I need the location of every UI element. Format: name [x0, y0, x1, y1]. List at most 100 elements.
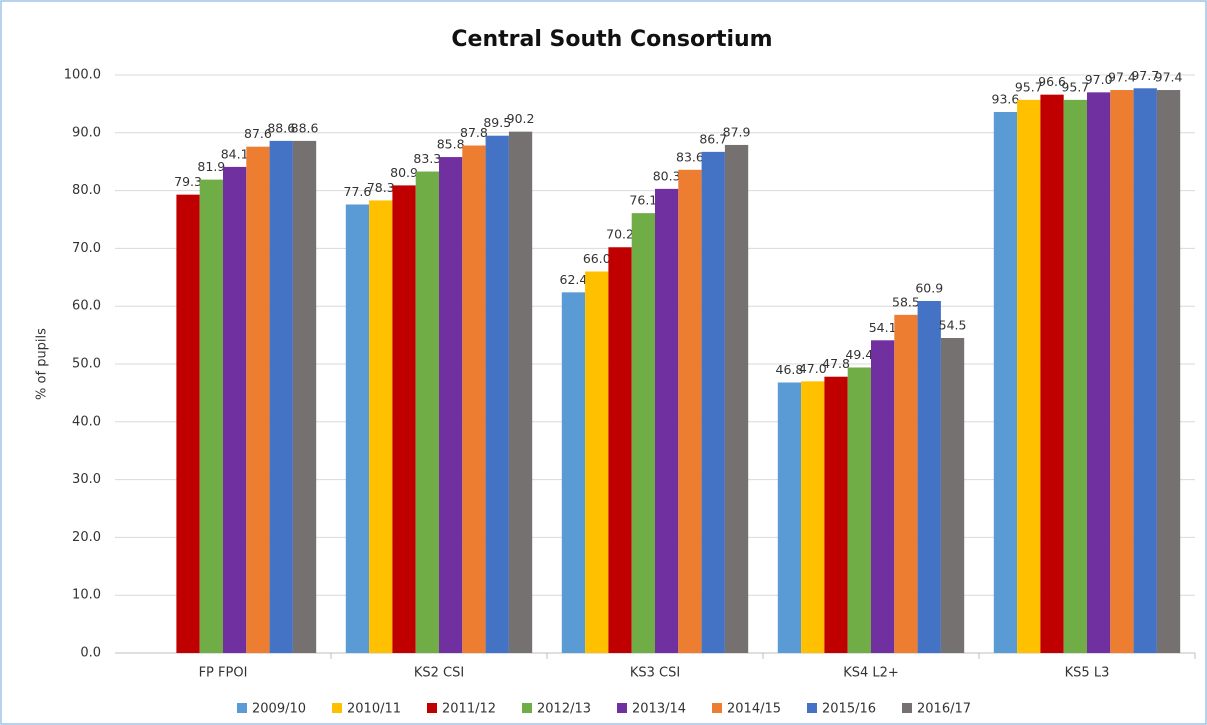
value-label: 81.9: [197, 159, 225, 174]
value-label: 66.0: [583, 251, 611, 266]
bar: [608, 247, 632, 653]
legend-label: 2010/11: [347, 702, 401, 717]
bar: [678, 169, 702, 654]
bar: [993, 111, 1018, 653]
bar: [701, 151, 725, 653]
value-label: 97.0: [1085, 72, 1113, 87]
legend-swatch: [237, 703, 247, 713]
bar: [847, 367, 871, 653]
bar: [292, 140, 317, 654]
bar: [1110, 90, 1134, 653]
bar: [439, 157, 463, 654]
bar: [631, 213, 655, 653]
bar: [1040, 94, 1064, 654]
legend-label: 2013/14: [632, 702, 686, 717]
value-label: 54.1: [869, 320, 897, 335]
value-label: 77.6: [344, 184, 372, 199]
value-label: 97.4: [1155, 70, 1183, 85]
y-tick-label: 10.0: [72, 588, 101, 603]
bar: [415, 171, 439, 653]
bar: [223, 166, 247, 654]
y-tick-label: 50.0: [72, 357, 101, 372]
bar: [345, 204, 370, 654]
value-label: 83.3: [413, 151, 441, 166]
bar: [1017, 99, 1041, 653]
y-tick-label: 70.0: [72, 241, 101, 256]
value-label: 86.7: [699, 131, 727, 146]
value-label: 80.9: [390, 165, 418, 180]
x-tick-label: KS3 CSI: [630, 666, 680, 681]
bar: [1087, 92, 1111, 654]
value-label: 49.4: [845, 347, 873, 362]
value-label: 96.6: [1038, 74, 1066, 89]
value-label: 46.8: [776, 362, 804, 377]
bar: [508, 131, 533, 654]
y-tick-label: 0.0: [80, 646, 101, 661]
value-label: 87.8: [460, 125, 488, 140]
bar: [246, 146, 270, 653]
y-tick-label: 30.0: [72, 472, 101, 487]
bar: [940, 337, 965, 653]
value-label: 87.6: [244, 126, 272, 141]
y-tick-label: 20.0: [72, 530, 101, 545]
bar: [777, 382, 802, 653]
value-label: 76.1: [629, 193, 657, 208]
value-label: 47.8: [822, 356, 850, 371]
bar: [369, 200, 393, 653]
legend-swatch: [807, 703, 817, 713]
legend-label: 2011/12: [442, 702, 496, 717]
value-label: 47.0: [799, 361, 827, 376]
legend-swatch: [522, 703, 532, 713]
y-axis-label: % of pupils: [35, 328, 50, 400]
legend-label: 2014/15: [727, 702, 781, 717]
bar: [199, 179, 223, 654]
y-tick-label: 100.0: [64, 68, 101, 83]
x-tick-label: KS4 L2+: [843, 666, 899, 681]
value-label: 97.4: [1108, 70, 1136, 85]
y-tick-label: 60.0: [72, 299, 101, 314]
value-label: 60.9: [915, 280, 943, 295]
bar: [801, 381, 825, 653]
y-tick-label: 80.0: [72, 183, 101, 198]
value-label: 95.7: [1015, 79, 1043, 94]
x-tick-label: KS2 CSI: [414, 666, 464, 681]
bar: [824, 376, 848, 653]
bar: [462, 145, 486, 654]
bar: [1156, 90, 1181, 653]
value-label: 54.5: [939, 317, 967, 332]
value-label: 83.6: [676, 149, 704, 164]
legend-label: 2009/10: [252, 702, 306, 717]
bar: [1063, 99, 1087, 653]
value-label: 78.3: [367, 180, 395, 195]
legend-swatch: [617, 703, 627, 713]
value-label: 89.5: [483, 115, 511, 130]
value-label: 88.6: [291, 120, 319, 135]
bar: [176, 194, 200, 653]
chart-title: Central South Consortium: [451, 27, 772, 52]
bar: [655, 188, 679, 653]
value-label: 58.5: [892, 294, 920, 309]
value-label: 80.3: [653, 168, 681, 183]
legend-swatch: [332, 703, 342, 713]
bar: [561, 292, 586, 653]
value-label: 88.6: [267, 120, 295, 135]
value-label: 62.4: [560, 272, 588, 287]
x-tick-label: FP FPOI: [199, 666, 248, 681]
value-label: 97.7: [1131, 68, 1159, 83]
y-tick-label: 40.0: [72, 414, 101, 429]
value-label: 84.1: [221, 146, 249, 161]
x-tick-label: KS5 L3: [1065, 666, 1110, 681]
bar: [269, 140, 293, 654]
value-label: 95.7: [1061, 79, 1089, 94]
bar: [871, 340, 895, 653]
bar: [392, 185, 416, 653]
bar: [917, 300, 941, 653]
value-label: 90.2: [507, 111, 535, 126]
value-label: 87.9: [723, 124, 751, 139]
value-label: 70.2: [606, 227, 634, 242]
legend-label: 2015/16: [822, 702, 876, 717]
bar: [1133, 88, 1157, 653]
legend-label: 2012/13: [537, 702, 591, 717]
value-label: 79.3: [174, 174, 202, 189]
